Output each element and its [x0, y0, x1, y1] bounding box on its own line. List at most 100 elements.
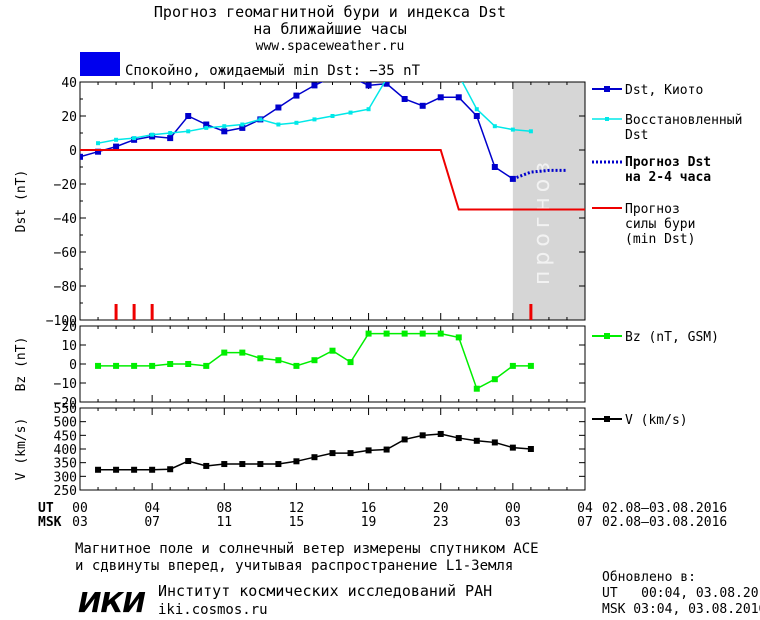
dst-series-1-point — [439, 73, 443, 77]
bz-series-0-point — [257, 355, 264, 362]
ut-date-range: 02.08–03.08.2016 — [602, 501, 727, 516]
bz-series-0-point — [95, 362, 102, 369]
v-series-0-point — [365, 447, 372, 454]
legend-v: V (km/s) — [625, 413, 688, 428]
bz-series-0-point — [491, 376, 498, 383]
dst-ytick-label: −20 — [54, 178, 77, 193]
v-series-0-point — [203, 462, 210, 469]
legend-storm-1: Прогноз — [625, 202, 680, 217]
msk-tick-label: 03 — [72, 515, 88, 530]
bz-series-0-point — [203, 362, 210, 369]
dst-series-1-point — [348, 110, 353, 115]
dst-series-0-point — [473, 113, 480, 119]
dst-series-1-point — [474, 107, 479, 112]
dst-plot-area — [80, 73, 585, 211]
v-ytick-label: 250 — [54, 484, 77, 499]
legend: Dst, Киото Восстановленный Dst Прогноз D… — [592, 83, 742, 428]
v-series-0-point — [311, 454, 318, 461]
v-series-0-point — [401, 436, 408, 443]
bz-ytick-label: −20 — [54, 396, 77, 411]
bz-ylabel: Bz (nT) — [14, 337, 29, 392]
legend-bz-marker — [604, 333, 610, 339]
dst-series-1-point — [421, 75, 425, 79]
v-series-0-point — [149, 466, 156, 473]
msk-tick-label: 07 — [144, 515, 160, 530]
bz-series-0-point — [347, 359, 354, 366]
msk-label: MSK — [38, 515, 62, 530]
dst-series-1-point — [294, 120, 299, 125]
ut-tick-label: 04 — [144, 501, 160, 516]
institute-site: iki.cosmos.ru — [158, 602, 268, 618]
v-series-0-point — [437, 430, 444, 437]
bz-plot-area — [95, 330, 534, 392]
institute-name: Институт космических исследований РАН — [158, 582, 492, 600]
bz-series-0-point — [185, 361, 192, 367]
dst-ytick-label: 40 — [61, 76, 77, 91]
dst-series-0-point — [311, 82, 318, 89]
iki-logo: ИКИ — [78, 586, 145, 619]
dst-series-1-point — [240, 122, 245, 127]
bz-series-0-point — [221, 349, 228, 356]
bz-series-0-point — [113, 362, 120, 369]
dst-series-1-point — [96, 141, 101, 146]
v-ytick-label: 350 — [54, 457, 77, 472]
dst-series-0-point — [275, 104, 282, 111]
v-series-0-point — [473, 437, 480, 444]
dst-series-1-point — [150, 132, 155, 137]
dst-ytick-label: 20 — [61, 110, 77, 125]
legend-bz: Bz (nT, GSM) — [625, 330, 719, 345]
forecast-region-label: прогноз — [530, 157, 555, 285]
bz-series-0-point — [383, 330, 390, 337]
dst-series-0-point — [113, 143, 120, 150]
dst-series-0-point — [203, 121, 210, 128]
dst-series-0-point — [491, 164, 498, 170]
bz-series-0-point — [527, 362, 534, 369]
v-series-0-point — [329, 450, 336, 457]
dst-series-1-point — [258, 117, 263, 122]
dst-ytick-label: −40 — [54, 212, 77, 227]
status-text: Спокойно, ожидаемый min Dst: −35 nT — [125, 63, 421, 79]
dst-series-1-point — [492, 124, 497, 129]
dst-ytick-label: −60 — [54, 246, 77, 261]
dst-series-1-point — [222, 124, 227, 129]
v-plot-area — [95, 430, 534, 473]
bz-series-0-point — [167, 361, 174, 367]
dst-series-1-point — [276, 122, 281, 127]
bz-series-0-point — [329, 347, 336, 354]
bz-ytick-label: 0 — [69, 358, 77, 373]
forecast-region — [512, 82, 585, 320]
v-series-0-point — [509, 444, 516, 451]
legend-restored-2: Dst — [625, 128, 648, 143]
legend-dst-kyoto: Dst, Киото — [625, 83, 703, 98]
dst-ytick-label: 0 — [69, 144, 77, 159]
dst-ytick-label: −100 — [46, 314, 77, 329]
v-series-0-point — [221, 461, 228, 468]
v-frame — [79, 407, 586, 491]
bz-ytick-label: 10 — [61, 339, 77, 354]
v-ytick-label: 450 — [54, 429, 77, 444]
v-ytick-label: 400 — [54, 443, 77, 458]
v-series-0-point — [275, 461, 282, 468]
dst-series-0-point — [239, 124, 246, 131]
dst-series-0-point — [167, 135, 174, 142]
v-series-0-point — [113, 466, 120, 473]
dst-series-3-line — [80, 149, 585, 211]
msk-tick-label: 23 — [433, 515, 449, 530]
msk-tick-label: 19 — [361, 515, 377, 530]
dst-series-0-point — [80, 153, 83, 160]
dst-series-1-point — [330, 114, 335, 118]
legend-storm-3: (min Dst) — [625, 232, 695, 247]
dst-series-0-line — [80, 82, 514, 180]
status-color-box — [80, 52, 120, 76]
v-series-0-point — [95, 466, 102, 473]
dst-panel: прогноз 40 20 0 −20 −40 −60 −80 −100 Dst (nT) — [14, 73, 586, 329]
v-ytick-label: 550 — [54, 402, 77, 417]
dst-series-0-point — [365, 82, 372, 89]
bz-series-0-point — [437, 330, 444, 337]
updated-label: Обновлено в: — [602, 570, 696, 585]
v-series-0-line — [98, 433, 531, 471]
ut-tick-label: 04 — [577, 501, 593, 516]
ut-tick-label: 16 — [361, 501, 377, 516]
bz-series-0-point — [401, 330, 408, 337]
